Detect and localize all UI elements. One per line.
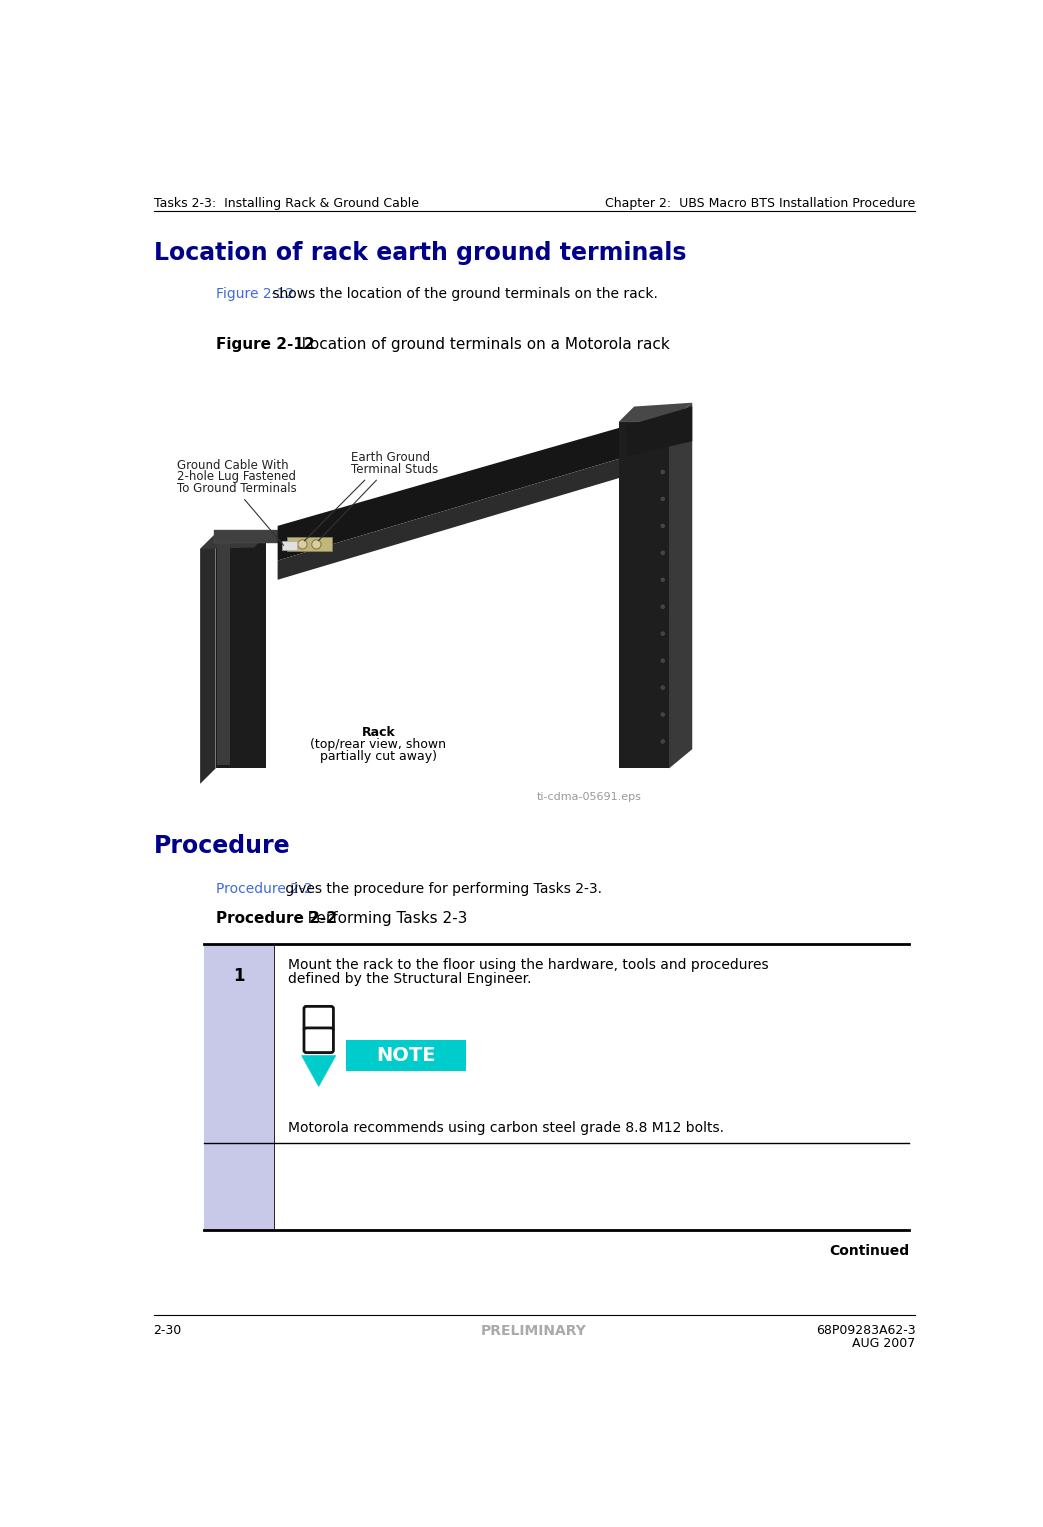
Polygon shape [277, 426, 627, 560]
Polygon shape [217, 538, 229, 765]
Bar [204, 944, 273, 1231]
Text: Tasks 2-3:  Installing Rack & Ground Cable: Tasks 2-3: Installing Rack & Ground Cabl… [153, 197, 418, 211]
FancyBboxPatch shape [304, 1006, 334, 1031]
Text: defined by the Structural Engineer.: defined by the Structural Engineer. [288, 971, 531, 986]
Circle shape [661, 739, 664, 744]
Circle shape [661, 658, 664, 663]
Text: Ground Cable With: Ground Cable With [177, 460, 289, 472]
Circle shape [661, 470, 664, 473]
Text: partially cut away): partially cut away) [320, 750, 437, 764]
Text: Location of ground terminals on a Motorola rack: Location of ground terminals on a Motoro… [287, 337, 670, 353]
Text: (top/rear view, shown: (top/rear view, shown [311, 739, 446, 751]
Circle shape [661, 686, 664, 690]
Polygon shape [287, 538, 332, 551]
Circle shape [661, 524, 664, 528]
Polygon shape [618, 403, 693, 421]
Circle shape [661, 496, 664, 501]
Circle shape [297, 539, 307, 550]
Polygon shape [627, 406, 693, 457]
Circle shape [661, 632, 664, 635]
Text: Figure 2-12: Figure 2-12 [216, 287, 294, 301]
Text: 2-hole Lug Fastened: 2-hole Lug Fastened [177, 470, 296, 484]
Text: Earth Ground: Earth Ground [351, 450, 431, 464]
Text: Figure 2-12: Figure 2-12 [216, 337, 314, 353]
FancyBboxPatch shape [304, 1028, 334, 1052]
Circle shape [661, 605, 664, 609]
Text: Continued: Continued [829, 1245, 909, 1258]
Text: Terminal Studs: Terminal Studs [351, 463, 438, 476]
Text: Chapter 2:  UBS Macro BTS Installation Procedure: Chapter 2: UBS Macro BTS Installation Pr… [605, 197, 916, 211]
Polygon shape [200, 533, 216, 783]
Text: Rack: Rack [362, 727, 395, 739]
Circle shape [661, 577, 664, 582]
Circle shape [661, 713, 664, 716]
Bar [346, 1040, 466, 1070]
Text: ti-cdma-05691.eps: ti-cdma-05691.eps [537, 791, 641, 802]
Circle shape [661, 443, 664, 447]
Polygon shape [282, 541, 297, 550]
Text: gives the procedure for performing Tasks 2-3.: gives the procedure for performing Tasks… [281, 883, 602, 896]
Text: Motorola recommends using carbon steel grade 8.8 M12 bolts.: Motorola recommends using carbon steel g… [288, 1121, 724, 1135]
Polygon shape [301, 1055, 336, 1086]
Text: PRELIMINARY: PRELIMINARY [481, 1324, 587, 1338]
Circle shape [312, 539, 321, 550]
Text: 68P09283A62-3: 68P09283A62-3 [816, 1324, 916, 1338]
Text: To Ground Terminals: To Ground Terminals [177, 483, 296, 495]
Text: 2-30: 2-30 [153, 1324, 181, 1338]
Polygon shape [214, 530, 277, 542]
Text: Procedure 2-2: Procedure 2-2 [216, 912, 337, 925]
Text: Mount the rack to the floor using the hardware, tools and procedures: Mount the rack to the floor using the ha… [288, 957, 769, 971]
Text: Procedure 2-2: Procedure 2-2 [216, 883, 312, 896]
Polygon shape [618, 421, 669, 768]
Text: Procedure: Procedure [153, 834, 290, 858]
Polygon shape [277, 457, 627, 580]
Text: shows the location of the ground terminals on the rack.: shows the location of the ground termina… [268, 287, 658, 301]
Polygon shape [200, 533, 266, 550]
Text: NOTE: NOTE [377, 1046, 436, 1066]
Circle shape [661, 551, 664, 554]
Text: 1: 1 [234, 967, 245, 985]
Polygon shape [216, 533, 266, 768]
Text: Performing Tasks 2-3: Performing Tasks 2-3 [293, 912, 467, 925]
Polygon shape [669, 403, 693, 768]
Text: AUG 2007: AUG 2007 [852, 1336, 916, 1350]
Text: Location of rack earth ground terminals: Location of rack earth ground terminals [153, 241, 686, 266]
